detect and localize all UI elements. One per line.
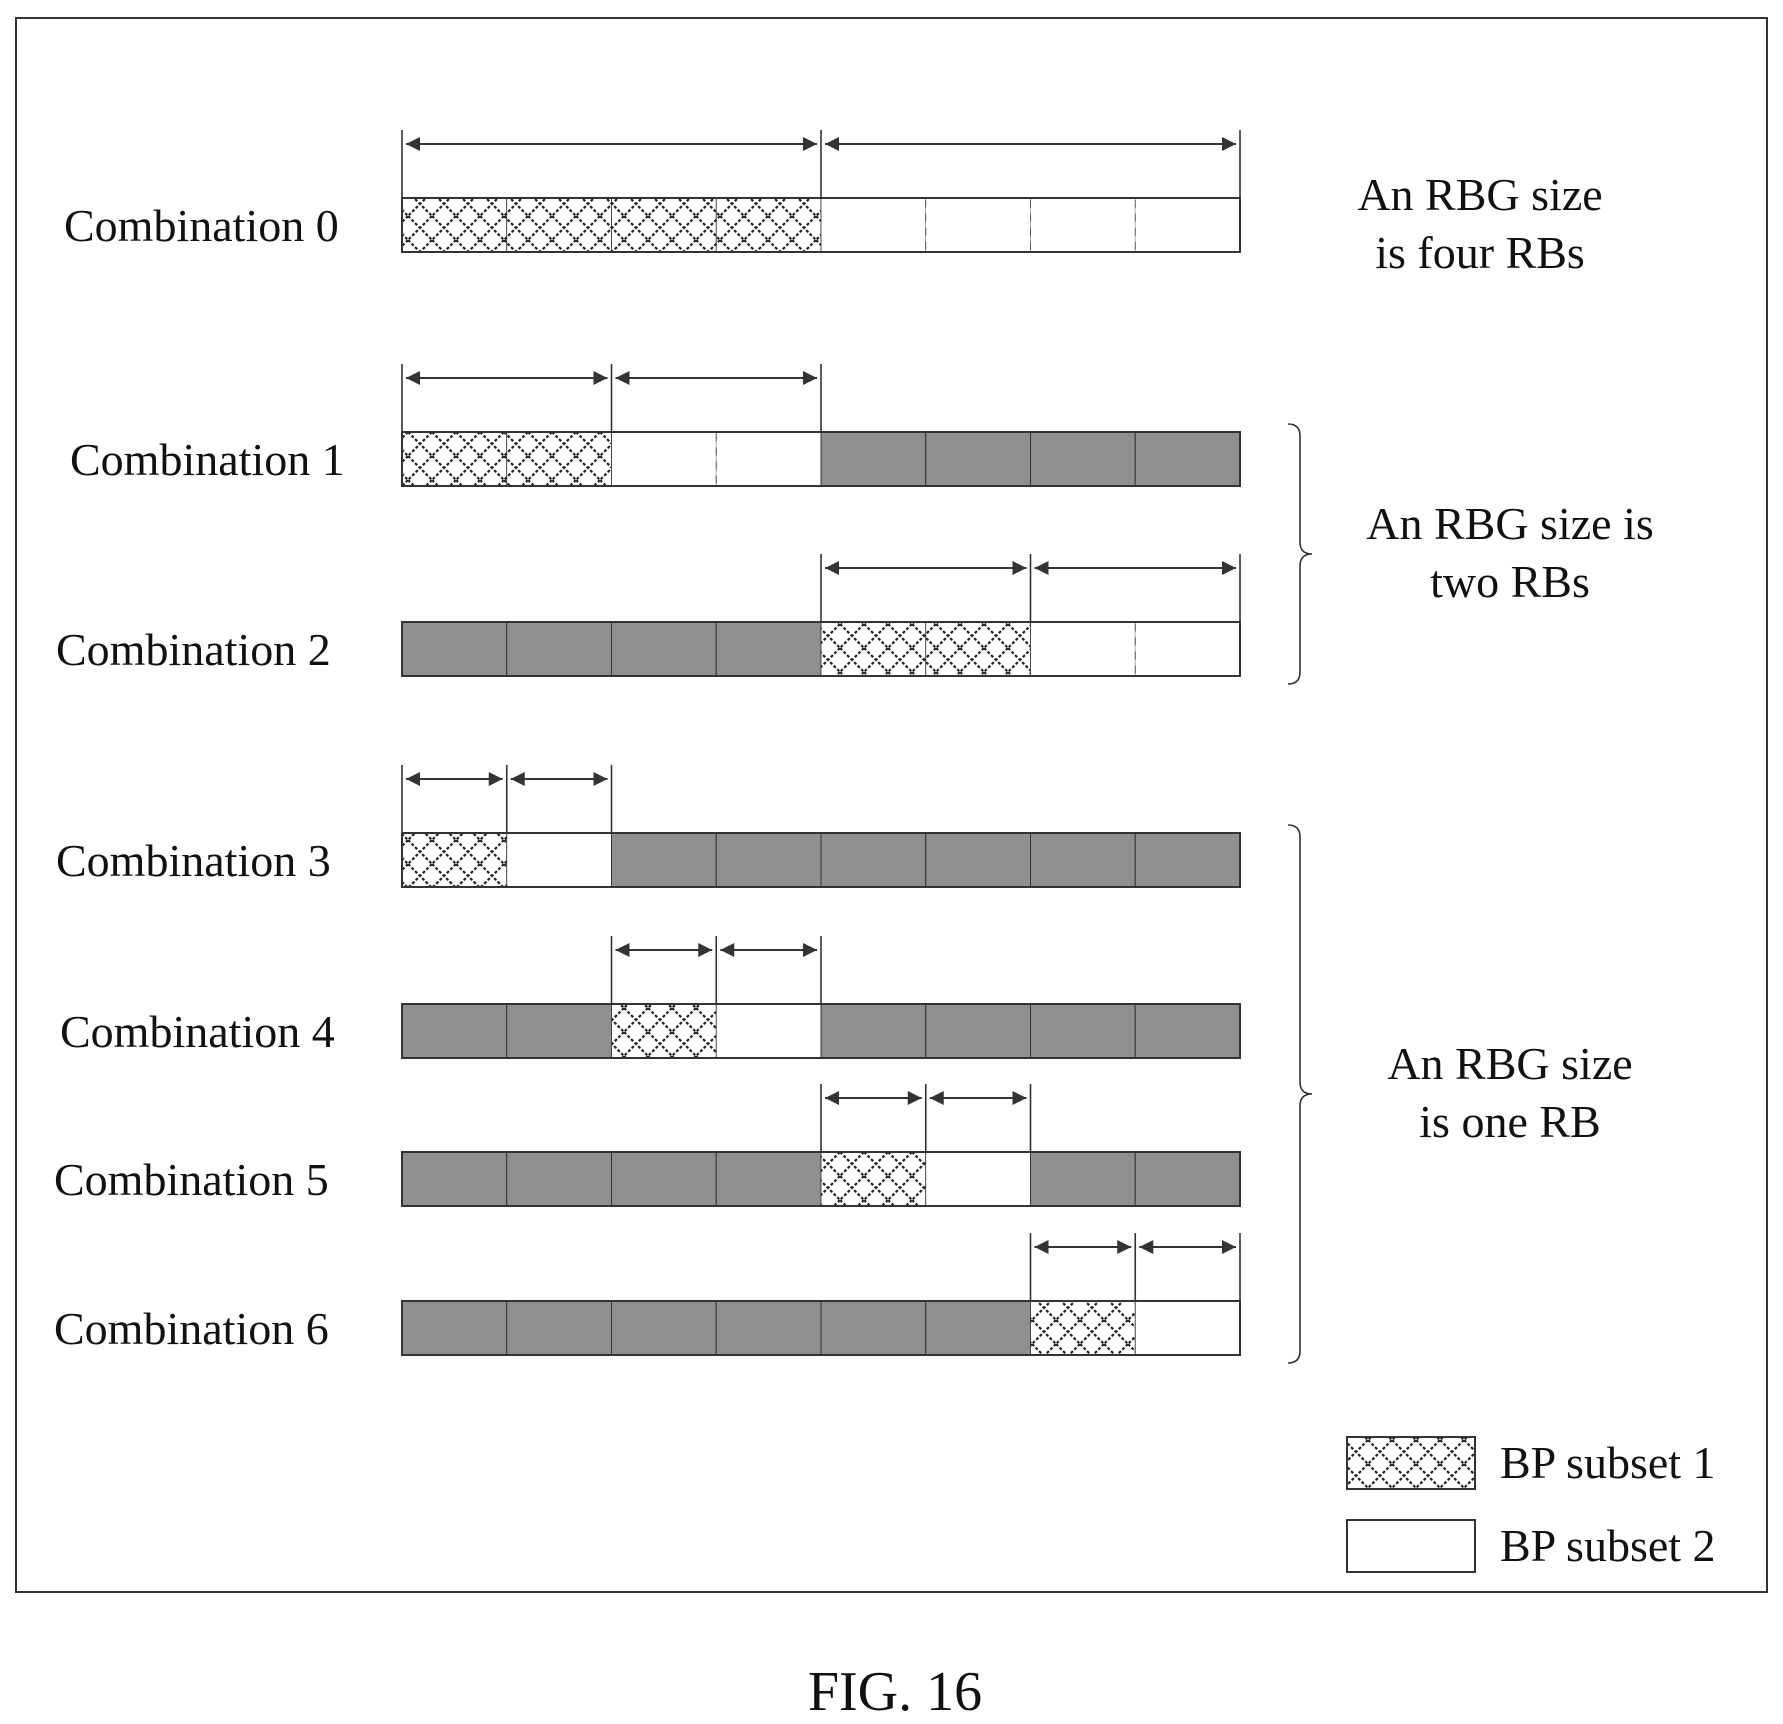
legend-swatch-bp-subset-2 bbox=[1347, 1520, 1475, 1572]
rb-cell-bp-subset-2 bbox=[1031, 198, 1136, 252]
rb-cell-bp-subset-1 bbox=[716, 198, 821, 252]
combination-row: Combination 3 bbox=[56, 765, 1240, 887]
rb-cell-bp-subset-1 bbox=[402, 198, 507, 252]
rb-cell-occupied bbox=[1031, 1004, 1136, 1058]
rb-cell-occupied bbox=[402, 1301, 507, 1355]
rb-cell-occupied bbox=[612, 1152, 717, 1206]
combination-label: Combination 6 bbox=[54, 1303, 329, 1354]
rb-cell-bp-subset-1 bbox=[1031, 1301, 1136, 1355]
rb-cell-occupied bbox=[612, 622, 717, 676]
combination-label: Combination 0 bbox=[64, 200, 339, 251]
rbg-size-groups: An RBG size is four RBs An RBG size is two … bbox=[1288, 169, 1654, 1363]
rb-cell-occupied bbox=[1135, 833, 1240, 887]
rb-cell-bp-subset-1 bbox=[612, 198, 717, 252]
rb-cell-occupied bbox=[507, 1152, 612, 1206]
rb-cell-occupied bbox=[1135, 1152, 1240, 1206]
rb-cell-bp-subset-1 bbox=[821, 622, 926, 676]
rb-cell-bp-subset-2 bbox=[1135, 1301, 1240, 1355]
rb-cell-occupied bbox=[1135, 1004, 1240, 1058]
combination-row: Combination 4 bbox=[60, 936, 1240, 1058]
rb-cell-occupied bbox=[716, 833, 821, 887]
rb-cell-occupied bbox=[716, 622, 821, 676]
rbg-size-group: An RBG size is one RB bbox=[1288, 825, 1633, 1363]
rb-cell-bp-subset-1 bbox=[507, 198, 612, 252]
rb-cell-occupied bbox=[821, 1004, 926, 1058]
rb-cell-occupied bbox=[507, 1004, 612, 1058]
rb-cell-occupied bbox=[926, 1004, 1031, 1058]
rb-cell-occupied bbox=[1135, 432, 1240, 486]
rbg-size-group: An RBG size is two RBs bbox=[1288, 424, 1654, 684]
rb-cell-bp-subset-1 bbox=[612, 1004, 717, 1058]
rb-cell-occupied bbox=[716, 1152, 821, 1206]
rbg-size-group: An RBG size is four RBs bbox=[1357, 169, 1602, 278]
rb-cell-bp-subset-2 bbox=[821, 198, 926, 252]
combination-row: Combination 0 bbox=[64, 130, 1240, 252]
legend-label-bp-subset-1: BP subset 1 bbox=[1500, 1437, 1716, 1488]
rb-cell-occupied bbox=[507, 1301, 612, 1355]
legend-label-bp-subset-2: BP subset 2 bbox=[1500, 1520, 1716, 1571]
rb-cell-occupied bbox=[402, 1004, 507, 1058]
combination-label: Combination 2 bbox=[56, 624, 331, 675]
rb-cell-occupied bbox=[821, 432, 926, 486]
group-caption-line: two RBs bbox=[1430, 556, 1590, 607]
rb-cell-bp-subset-2 bbox=[1135, 198, 1240, 252]
legend: BP subset 1 BP subset 2 bbox=[1347, 1437, 1716, 1572]
legend-swatch-bp-subset-1 bbox=[1347, 1437, 1475, 1489]
combination-label: Combination 3 bbox=[56, 835, 331, 886]
combination-rows: Combination 0 Combination 1 Combination 2 C… bbox=[54, 130, 1240, 1355]
rb-cell-bp-subset-2 bbox=[926, 198, 1031, 252]
rb-cell-occupied bbox=[612, 1301, 717, 1355]
group-brace bbox=[1288, 424, 1312, 684]
rb-cell-bp-subset-1 bbox=[402, 432, 507, 486]
rb-cell-bp-subset-1 bbox=[821, 1152, 926, 1206]
rb-cell-occupied bbox=[402, 622, 507, 676]
rb-cell-occupied bbox=[1031, 1152, 1136, 1206]
rb-cell-bp-subset-2 bbox=[1135, 622, 1240, 676]
group-brace bbox=[1288, 825, 1312, 1363]
combination-label: Combination 1 bbox=[70, 434, 345, 485]
rb-cell-occupied bbox=[402, 1152, 507, 1206]
combination-label: Combination 4 bbox=[60, 1006, 335, 1057]
group-caption-line: is one RB bbox=[1419, 1096, 1600, 1147]
rb-cell-occupied bbox=[507, 622, 612, 676]
group-caption-line: An RBG size is bbox=[1366, 498, 1654, 549]
group-caption-line: An RBG size bbox=[1357, 169, 1602, 220]
rb-cell-occupied bbox=[926, 833, 1031, 887]
rb-cell-bp-subset-2 bbox=[716, 1004, 821, 1058]
combination-label: Combination 5 bbox=[54, 1154, 329, 1205]
rb-cell-bp-subset-2 bbox=[507, 833, 612, 887]
rb-cell-occupied bbox=[821, 1301, 926, 1355]
rb-cell-occupied bbox=[1031, 833, 1136, 887]
combination-row: Combination 6 bbox=[54, 1233, 1240, 1355]
combination-row: Combination 2 bbox=[56, 554, 1240, 676]
rb-cell-occupied bbox=[612, 833, 717, 887]
rb-cell-bp-subset-1 bbox=[402, 833, 507, 887]
rb-cell-occupied bbox=[1031, 432, 1136, 486]
rb-cell-bp-subset-1 bbox=[507, 432, 612, 486]
group-caption-line: An RBG size bbox=[1387, 1038, 1632, 1089]
combination-row: Combination 1 bbox=[70, 364, 1240, 486]
group-caption-line: is four RBs bbox=[1375, 227, 1585, 278]
rb-cell-bp-subset-1 bbox=[926, 622, 1031, 676]
rb-cell-bp-subset-2 bbox=[716, 432, 821, 486]
rb-cell-occupied bbox=[716, 1301, 821, 1355]
combination-row: Combination 5 bbox=[54, 1084, 1240, 1206]
rb-cell-bp-subset-2 bbox=[612, 432, 717, 486]
rb-cell-bp-subset-2 bbox=[926, 1152, 1031, 1206]
rb-cell-bp-subset-2 bbox=[1031, 622, 1136, 676]
rb-cell-occupied bbox=[926, 1301, 1031, 1355]
rb-cell-occupied bbox=[926, 432, 1031, 486]
figure-caption: FIG. 16 bbox=[808, 1661, 982, 1723]
rb-cell-occupied bbox=[821, 833, 926, 887]
